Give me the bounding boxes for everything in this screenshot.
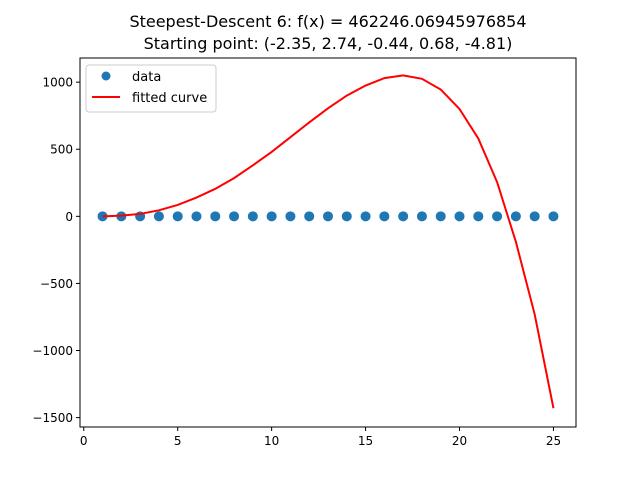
y-tick-label: −1500 [32, 411, 73, 425]
chart-subtitle: Starting point: (-2.35, 2.74, -0.44, 0.6… [144, 34, 513, 53]
axes: 0 5 10 15 20 25 −1500 −1000 −500 0 500 1000 [32, 57, 577, 448]
data-point [341, 211, 352, 222]
data-point [247, 211, 258, 222]
x-tick-label: 25 [546, 434, 561, 448]
x-tick-label: 5 [174, 434, 182, 448]
legend: data fitted curve [85, 64, 217, 113]
legend-marker-data [101, 71, 111, 81]
legend-label-data: data [132, 70, 161, 85]
data-point [266, 211, 277, 222]
data-point [229, 211, 240, 222]
y-tick-label: 500 [50, 143, 73, 157]
legend-label-fitted-curve: fitted curve [132, 91, 207, 106]
data-point [360, 211, 371, 222]
x-tick-label: 0 [80, 434, 88, 448]
data-point [210, 211, 221, 222]
y-tick-label: −500 [40, 277, 73, 291]
data-point [510, 211, 521, 222]
data-point [379, 211, 390, 222]
data-point [153, 211, 164, 222]
data-point [172, 211, 183, 222]
x-tick-label: 10 [264, 434, 279, 448]
data-point [416, 211, 427, 222]
x-tick-label: 15 [358, 434, 373, 448]
data-point [473, 211, 484, 222]
series-line-fitted-curve [102, 74, 555, 409]
data-point [435, 211, 446, 222]
data-point [191, 211, 202, 222]
data-point [398, 211, 409, 222]
plot-area [97, 74, 559, 409]
data-point [454, 211, 465, 222]
x-tick-label: 20 [452, 434, 467, 448]
data-point [323, 211, 333, 222]
legend-box [85, 64, 217, 113]
y-tick-label: 0 [65, 210, 73, 224]
y-tick-label: 1000 [42, 76, 73, 90]
axes-frame [79, 57, 577, 428]
data-point [548, 211, 559, 222]
data-point [492, 211, 503, 222]
data-point [529, 211, 540, 222]
y-tick-label: −1000 [32, 344, 73, 358]
data-point [304, 211, 315, 222]
chart-title: Steepest-Descent 6: f(x) = 462246.069459… [129, 12, 526, 31]
data-point [285, 211, 296, 222]
